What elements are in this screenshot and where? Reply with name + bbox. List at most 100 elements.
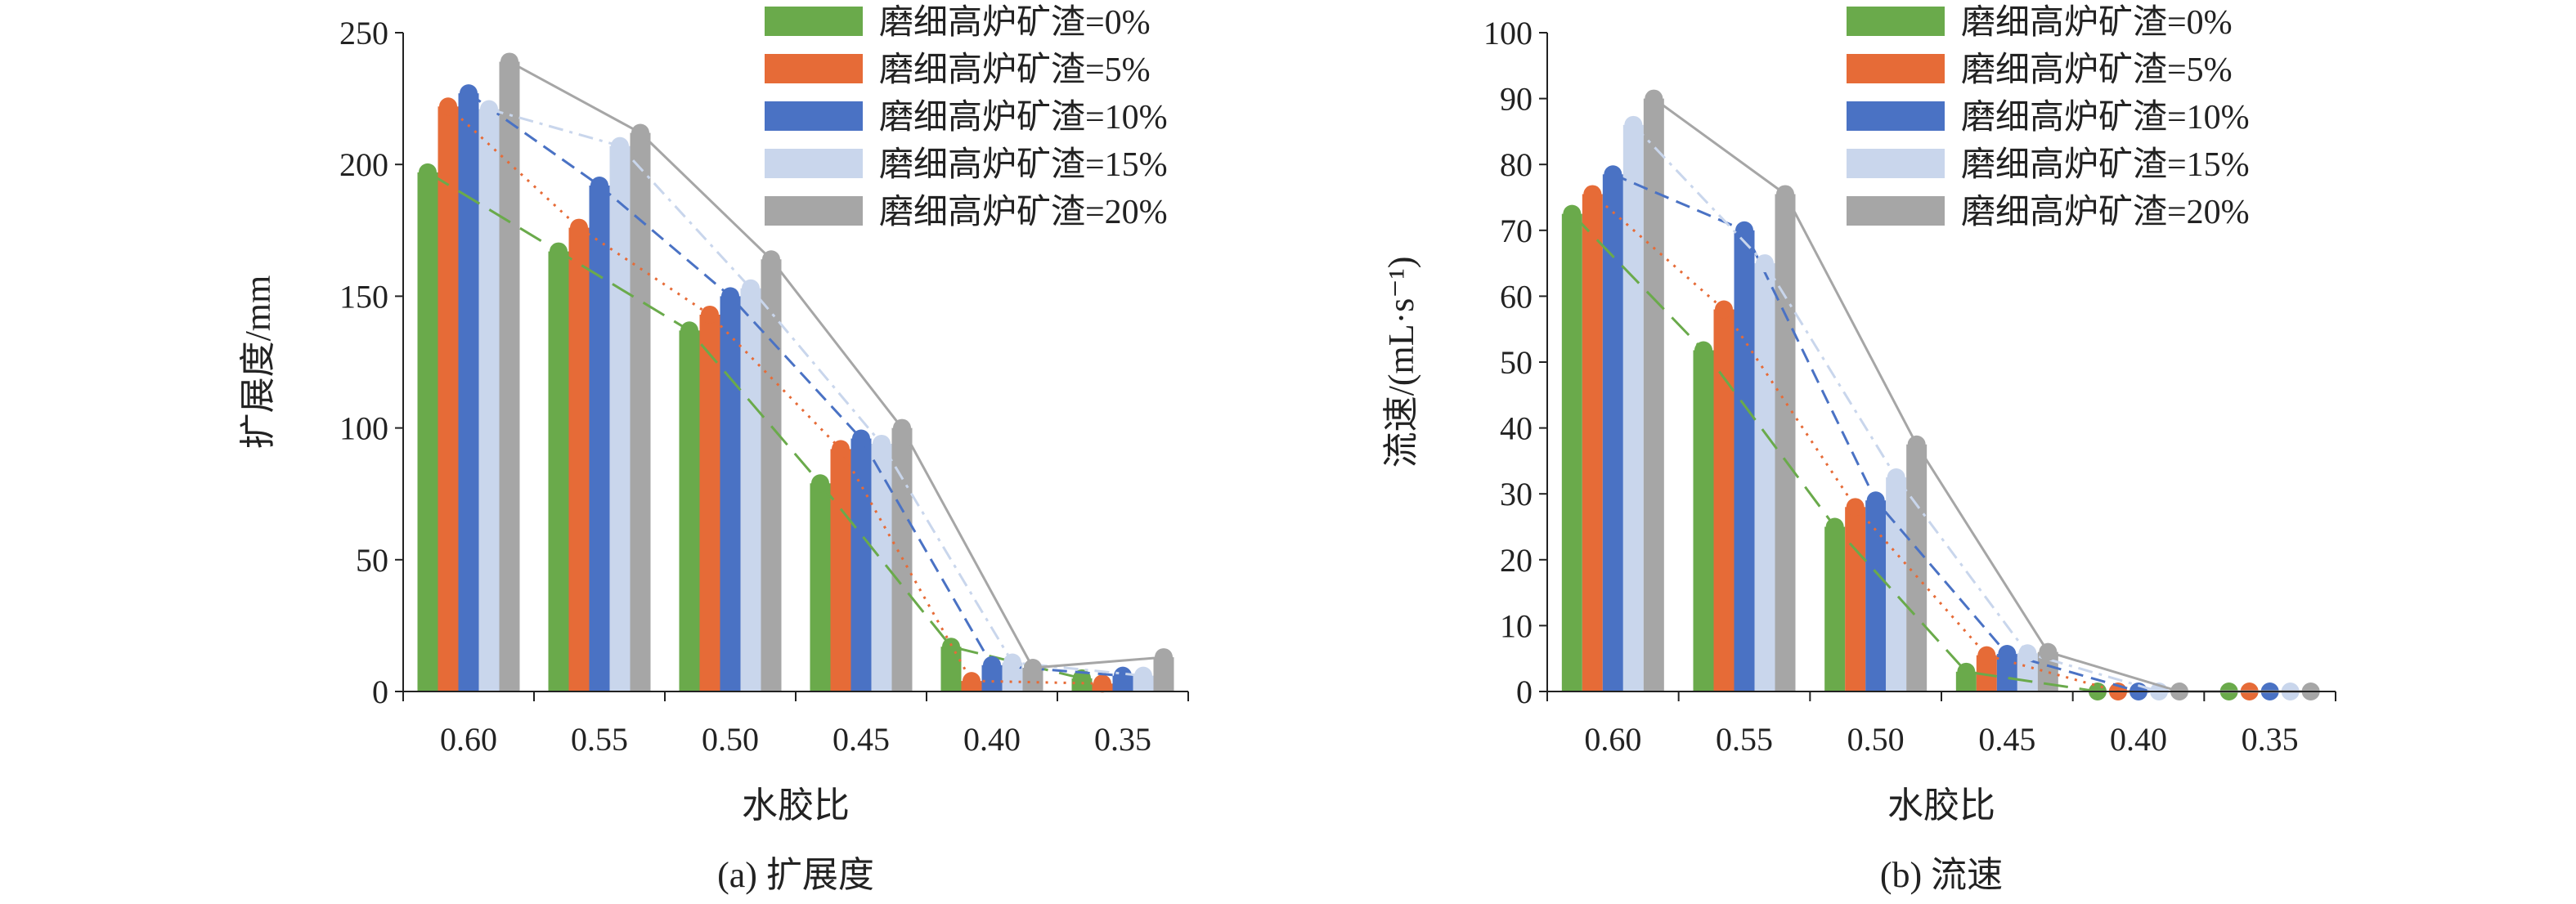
data-point (1645, 89, 1663, 108)
bar (1582, 194, 1603, 692)
bar (1754, 263, 1775, 692)
legend-label: 磨细高炉矿渣=20% (1961, 194, 2250, 231)
bar (589, 185, 610, 691)
legend-label: 磨细高炉矿渣=10% (879, 99, 1168, 136)
bar (1622, 124, 1644, 692)
y-tick-label: 20 (1500, 542, 1533, 579)
x-tick-label: 0.60 (1584, 721, 1641, 758)
bar (478, 109, 500, 692)
bar (1775, 194, 1796, 692)
data-point (439, 97, 457, 116)
x-tick-label: 0.60 (440, 721, 497, 758)
bar (1734, 230, 1755, 691)
bar (1906, 444, 1928, 691)
legend-swatch (765, 196, 863, 226)
bar (679, 330, 700, 691)
data-point (1694, 341, 1712, 360)
legend: 磨细高炉矿渣=0% 磨细高炉矿渣=5% 磨细高炉矿渣=10% 磨细高炉矿渣=15% 磨细… (765, 4, 1168, 231)
bar (1713, 309, 1735, 691)
data-point (873, 434, 891, 453)
x-tick-label: 0.40 (2110, 721, 2167, 758)
data-point (1583, 185, 1602, 204)
bar (1886, 477, 1907, 691)
data-point (2018, 644, 2037, 663)
bar (548, 251, 569, 691)
y-axis-title: 扩展度/mm (238, 275, 278, 450)
data-point (1563, 204, 1582, 223)
data-point (811, 474, 829, 493)
data-point (1776, 185, 1794, 204)
data-point (480, 100, 498, 119)
bar (499, 61, 520, 692)
y-tick-label: 10 (1500, 607, 1533, 644)
y-tick-label: 200 (339, 146, 388, 183)
x-axis-title: 水胶比 (1887, 785, 1995, 826)
legend-swatch (765, 101, 863, 131)
y-tick-label: 50 (356, 542, 388, 579)
x-tick-label: 0.35 (2242, 721, 2299, 758)
data-point (550, 242, 568, 261)
legend-swatch (765, 7, 863, 36)
data-point (1604, 165, 1622, 184)
y-tick-label: 50 (1500, 344, 1533, 381)
x-tick-label: 0.45 (1978, 721, 2035, 758)
x-tick-label: 0.50 (1847, 721, 1905, 758)
bar (699, 314, 720, 691)
data-point (2039, 642, 2058, 661)
data-point (1866, 491, 1885, 510)
bar (761, 259, 782, 691)
bar (720, 296, 741, 691)
data-point (1887, 468, 1905, 487)
bar (1824, 526, 1846, 691)
data-point (942, 638, 960, 656)
data-point (631, 123, 649, 142)
caption-a: (a) 扩展度 (717, 855, 874, 895)
chart-panel-a: 0 50 100 150 200 250 0.60 0.55 0.50 0.45 0.40 0.35… (238, 4, 1189, 895)
legend-label: 磨细高炉矿渣=15% (879, 146, 1168, 184)
legend-swatch (765, 54, 863, 83)
y-tick-label: 30 (1500, 476, 1533, 512)
data-point (963, 672, 981, 691)
x-tick-label: 0.55 (1716, 721, 1773, 758)
data-point (1957, 662, 1976, 681)
data-point (1624, 115, 1643, 134)
data-point (1825, 517, 1844, 536)
legend-swatch (1847, 54, 1945, 83)
bar (1561, 213, 1582, 691)
data-point (1024, 658, 1042, 677)
legend-swatch (1847, 101, 1945, 131)
data-point (1003, 653, 1021, 672)
bar (1693, 350, 1714, 691)
bar (568, 227, 590, 691)
data-point (611, 136, 629, 155)
y-tick-label: 0 (1516, 674, 1533, 710)
legend-swatch (765, 149, 863, 178)
y-tick-label: 70 (1500, 213, 1533, 249)
data-point (721, 287, 739, 306)
bar (1865, 500, 1887, 691)
series-line (427, 171, 1083, 680)
data-point (1715, 300, 1733, 319)
data-point (742, 279, 760, 298)
x-tick-label: 0.55 (571, 721, 628, 758)
bar (417, 172, 438, 691)
data-point (832, 440, 850, 459)
legend-label: 磨细高炉矿渣=0% (879, 4, 1151, 42)
legend-swatch (1847, 196, 1945, 226)
legend-swatch (1847, 7, 1945, 36)
data-point (570, 218, 588, 237)
y-tick-label: 0 (372, 674, 388, 710)
bar (1643, 98, 1664, 692)
bar (609, 145, 631, 691)
data-point (590, 176, 608, 195)
data-point (1846, 498, 1865, 517)
x-tick-label: 0.40 (963, 721, 1021, 758)
y-tick-label: 90 (1500, 81, 1533, 118)
legend-label: 磨细高炉矿渣=0% (1961, 4, 2233, 42)
data-point (983, 656, 1001, 674)
data-point (1093, 674, 1111, 693)
bar (740, 288, 761, 691)
x-tick-label: 0.50 (702, 721, 759, 758)
series-line (1591, 193, 2250, 693)
